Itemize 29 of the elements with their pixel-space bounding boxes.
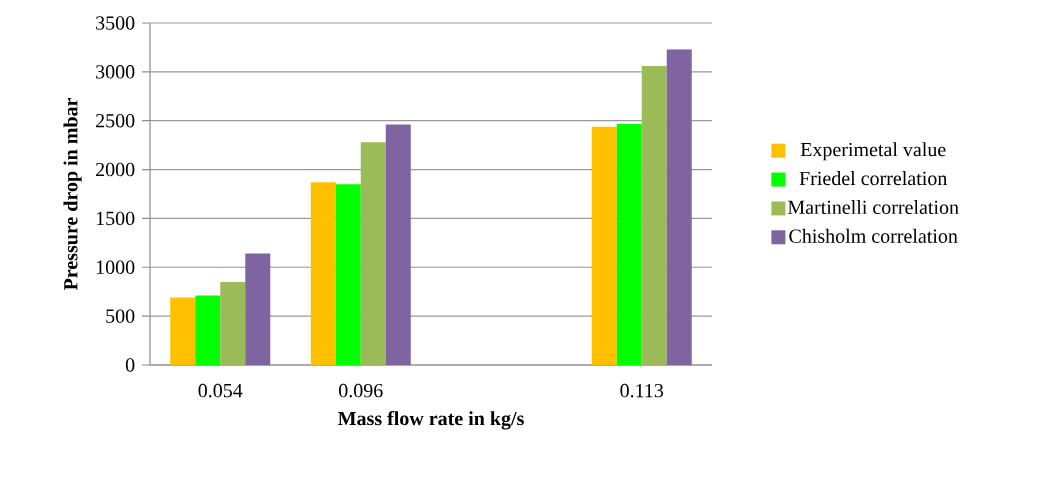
y-tick-label: 2000 — [96, 162, 135, 177]
legend-label: Chisholm correlation — [789, 228, 958, 243]
x-tick-label: 0.096 — [339, 383, 383, 398]
y-tick-label: 0 — [125, 358, 135, 372]
legend-label: Martinelli correlation — [787, 199, 959, 215]
bar — [385, 124, 411, 365]
legend-label: Experimetal value — [800, 142, 946, 161]
bar — [591, 126, 617, 365]
y-tick-label: 3000 — [96, 65, 135, 79]
y-tick-label: 2500 — [96, 113, 135, 128]
bar — [360, 142, 386, 365]
bar — [220, 281, 246, 365]
y-tick-label: 3500 — [96, 16, 135, 30]
y-tick-label: 1000 — [96, 260, 135, 275]
x-tick-label: 0.054 — [198, 383, 243, 398]
x-axis-title: Mass flow rate in kg/s — [338, 410, 524, 430]
y-tick-label: 1500 — [96, 211, 135, 226]
bar — [666, 49, 692, 365]
bar — [641, 65, 667, 365]
bar — [335, 184, 361, 365]
y-tick-label: 500 — [106, 309, 135, 323]
bar — [195, 295, 221, 365]
bar — [245, 253, 271, 365]
bar — [310, 182, 336, 365]
bar — [170, 297, 196, 365]
y-axis-title: Pressure drop in mbar — [63, 98, 82, 291]
x-tick-label: 0.113 — [620, 383, 664, 398]
bar — [616, 123, 642, 365]
legend-label: Friedel correlation — [799, 171, 948, 186]
